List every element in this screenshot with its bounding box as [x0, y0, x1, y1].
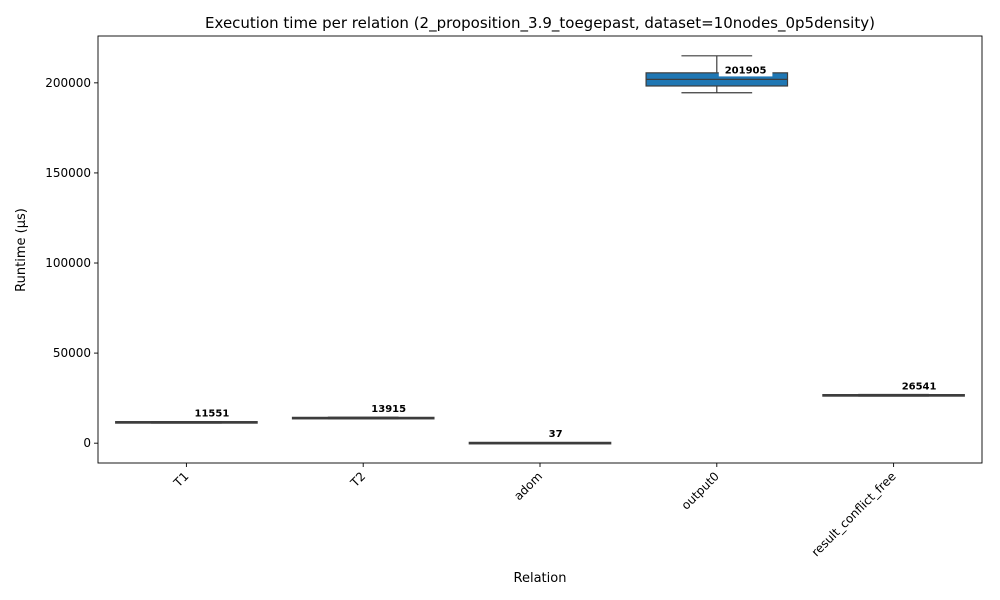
box-adom: 37 — [468, 426, 612, 445]
annotation-bg — [365, 401, 413, 416]
plot-area: 0 50000 100000 150000 200000 T1 T2 adom output0 r… — [45, 35, 983, 559]
box-T2: 13915 — [291, 401, 435, 420]
annotation-label: 201905 — [725, 65, 767, 76]
y-tick-label: 0 — [83, 436, 91, 450]
box-T1: 11551 — [115, 405, 258, 424]
annotation-label: 13915 — [371, 404, 406, 415]
annotation-T1: 11551 — [188, 405, 236, 420]
x-tick-label-output0: output0 — [679, 469, 722, 512]
annotation-T2: 13915 — [365, 401, 413, 416]
annotation-bg — [188, 405, 236, 420]
chart-title: Execution time per relation (2_propositi… — [205, 14, 875, 33]
annotation-label: 11551 — [195, 408, 230, 419]
y-tick-label: 150000 — [45, 166, 91, 180]
annotation-output0: 201905 — [718, 62, 773, 77]
annotation-adom: 37 — [542, 426, 570, 441]
y-tick-label: 50000 — [53, 346, 91, 360]
axes-frame — [97, 35, 983, 464]
box-output0: 201905 — [645, 55, 789, 94]
x-tick-label-T2: T2 — [347, 469, 368, 490]
annotation-label: 37 — [549, 429, 563, 440]
box-result_conflict_free: 26541 — [822, 378, 965, 397]
y-tick-label: 100000 — [45, 256, 91, 270]
x-tick-label-adom: adom — [511, 469, 545, 503]
annotation-bg — [895, 378, 943, 393]
y-tick-label: 200000 — [45, 76, 91, 90]
x-axis-label: Relation — [514, 571, 567, 586]
x-tick-label-T1: T1 — [170, 469, 191, 490]
x-tick-label-result_conflict_free: result_conflict_free — [809, 469, 899, 559]
annotation-result_conflict_free: 26541 — [895, 378, 943, 393]
annotation-label: 26541 — [902, 381, 937, 392]
annotation-bg — [718, 62, 773, 77]
y-axis-label: Runtime (µs) — [14, 208, 29, 292]
annotation-bg — [542, 426, 570, 441]
